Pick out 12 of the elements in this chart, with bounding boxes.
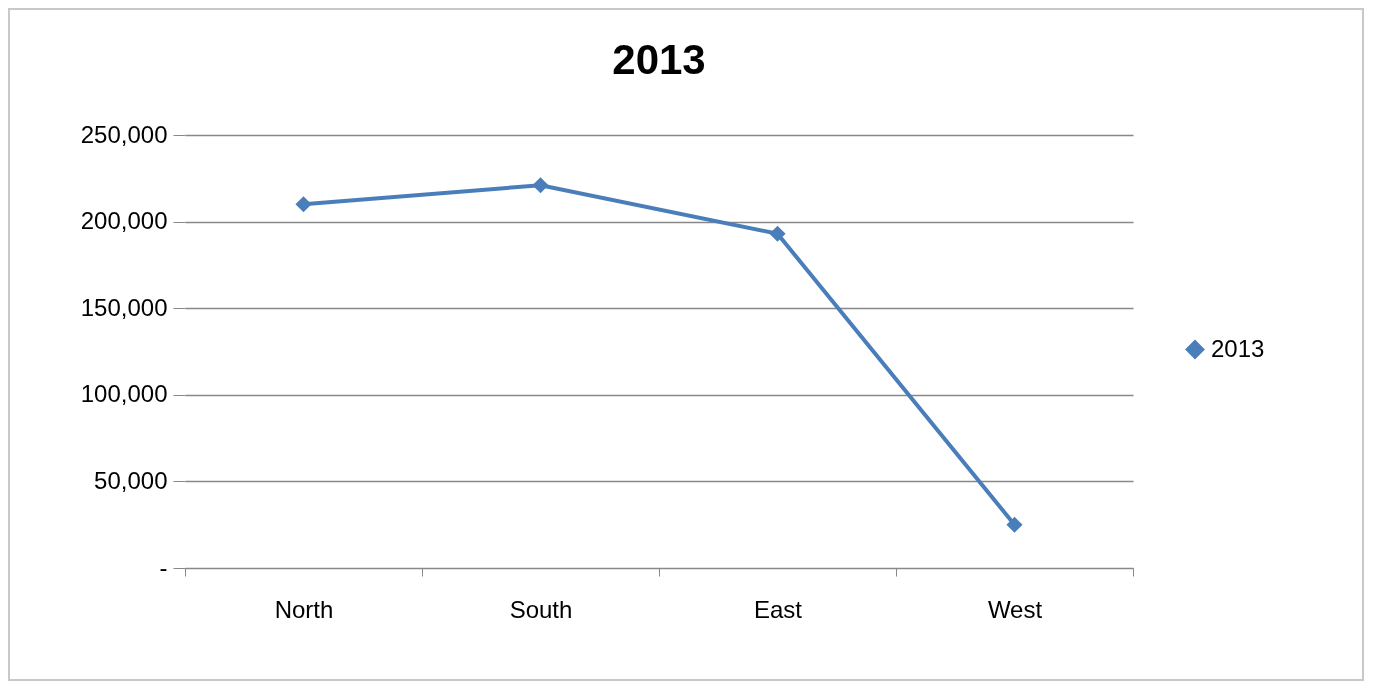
x-tick-label: South bbox=[509, 595, 573, 623]
x-tick-label: West bbox=[987, 595, 1043, 623]
chart-title: 2013 bbox=[612, 36, 706, 83]
legend-label: 2013 bbox=[1211, 334, 1265, 362]
y-tick-label: 250,000 bbox=[80, 120, 168, 148]
y-tick-label: 50,000 bbox=[94, 466, 168, 494]
x-tick-label: East bbox=[753, 595, 803, 623]
y-tick-label: 200,000 bbox=[80, 207, 168, 235]
x-tick-label: North bbox=[274, 595, 334, 623]
y-tick-label: 100,000 bbox=[80, 380, 168, 408]
y-tick-label: - bbox=[159, 553, 168, 581]
y-tick-label: 150,000 bbox=[80, 293, 168, 321]
